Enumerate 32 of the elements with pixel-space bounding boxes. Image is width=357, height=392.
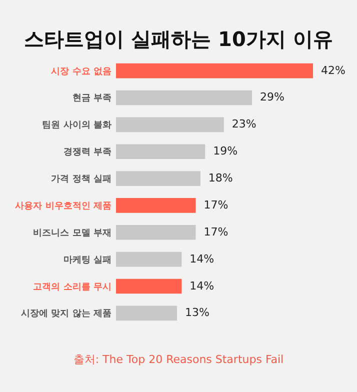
y-tick-label: 고객의 소리를 무시 — [33, 282, 112, 292]
y-tick-label: 가격 정책 실패 — [51, 174, 112, 185]
y-tick-label: 사용자 비우호적인 제품 — [15, 201, 112, 212]
bar — [116, 90, 252, 106]
bar — [116, 198, 196, 213]
data-label: 29% — [260, 90, 284, 104]
source-note: 출처: The Top 20 Reasons Startups Fail — [72, 352, 285, 367]
data-label: 17% — [204, 198, 228, 212]
bar — [116, 144, 206, 160]
y-tick-label: 현금 부족 — [72, 94, 112, 104]
data-label: 14% — [190, 252, 214, 266]
data-label: 18% — [208, 172, 233, 185]
data-label: 23% — [232, 118, 256, 131]
bar — [116, 252, 182, 267]
y-tick-label: 마케팅 실패 — [63, 255, 112, 266]
data-label: 13% — [184, 306, 210, 320]
data-label: 42% — [321, 64, 346, 77]
bar — [116, 278, 182, 294]
y-tick-label: 경쟁력 부족 — [63, 148, 112, 158]
y-tick-label: 팀원 사이의 불화 — [42, 120, 112, 131]
y-tick-label: 시장에 맞지 않는 제품 — [21, 309, 112, 320]
y-tick-label: 시장 수요 없음 — [51, 66, 112, 77]
data-label: 17% — [204, 225, 228, 238]
data-label: 19% — [213, 144, 238, 158]
bar — [116, 63, 313, 78]
bar — [116, 306, 177, 321]
bar — [116, 117, 224, 132]
bar — [116, 171, 200, 186]
chart-title: 스타트업이 실패하는 10가지 이유 — [23, 26, 334, 53]
data-label: 14% — [190, 279, 214, 292]
bar — [116, 224, 196, 240]
y-tick-label: 비즈니스 모델 부재 — [33, 228, 112, 238]
